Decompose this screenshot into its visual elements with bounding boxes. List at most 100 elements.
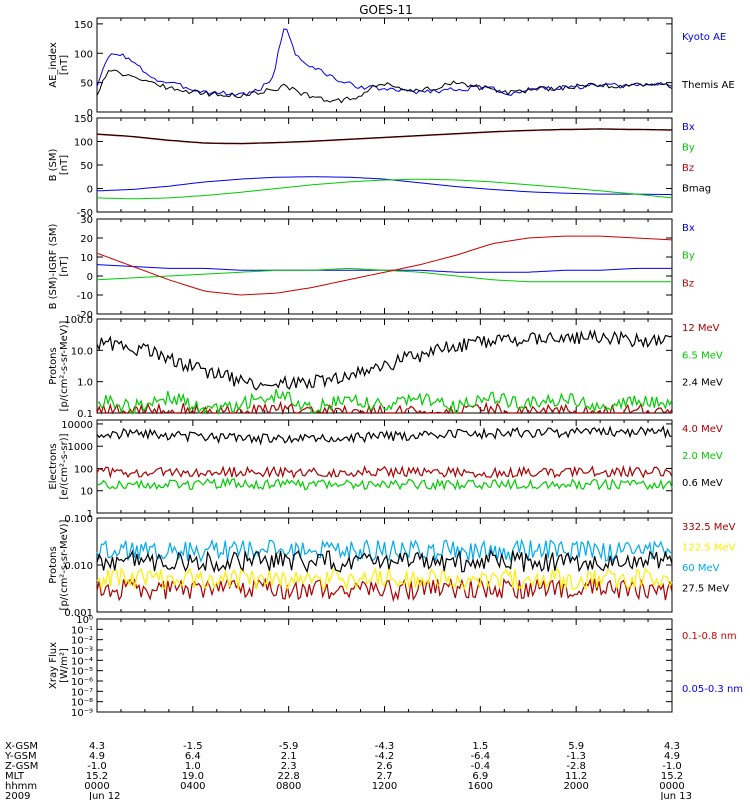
y-axis-label: [e/(cm²-s-sr)]: [59, 433, 70, 499]
series-line-bmag: [96, 128, 673, 144]
y-tick-label: 0.1: [77, 409, 93, 420]
x-axis-value: -4.3: [375, 741, 395, 752]
x-axis-value: -5.9: [279, 741, 299, 752]
x-axis-row-label: 2009: [5, 791, 30, 800]
y-axis-label: Xray Flux: [48, 642, 59, 689]
x-axis-row-label: MLT: [5, 771, 25, 782]
y-tick-label: 100: [74, 49, 93, 60]
legend-label: Bx: [682, 223, 695, 234]
x-axis-value: 2.1: [281, 751, 297, 762]
y-tick-label: 0.001: [64, 608, 93, 619]
y-tick-label: 100: [74, 138, 93, 149]
y-axis-label: [W/m²]: [59, 648, 70, 683]
legend-label: By: [682, 143, 695, 154]
legend-label: 4.0 MeV: [682, 424, 723, 435]
y-tick-label: 1000: [68, 442, 93, 453]
y-tick-label: 0: [87, 272, 93, 283]
series-line-2-4-mev: [96, 329, 673, 391]
panel-5: 1 10 100 1000 10000 Electrons [e/(cm²-s-sr)] 4.…: [48, 419, 723, 520]
legend-label: By: [682, 251, 695, 262]
legend-label: 122.5 MeV: [682, 543, 736, 554]
x-axis-value: 0400: [180, 781, 205, 792]
y-tick-label: 10: [80, 253, 93, 264]
x-axis-value: 6.9: [472, 771, 488, 782]
panel-frame: [96, 218, 673, 315]
y-tick-label: 150: [74, 20, 93, 31]
panel-frame: [96, 618, 673, 713]
legend-label: Bz: [682, 278, 694, 289]
legend-label: Themis AE: [681, 80, 735, 91]
x-axis-value: 6.4: [185, 751, 201, 762]
x-axis-value: 4.3: [664, 741, 680, 752]
x-axis-row-label: X-GSM: [5, 741, 38, 752]
y-tick-label: 10: [80, 487, 93, 498]
x-axis-value: Jun 13: [659, 791, 692, 800]
legend-label: Bx: [682, 122, 695, 133]
y-axis-label: [nT]: [59, 256, 70, 276]
chart-title: GOES-11: [359, 3, 413, 17]
y-tick-label: 10⁻²: [71, 636, 93, 647]
y-axis-label: [nT]: [59, 55, 70, 75]
x-axis-value: 2.6: [377, 761, 393, 772]
series-line-2-0-mev: [96, 476, 673, 491]
panel-frame: [96, 17, 673, 113]
series-line-4-0-mev: [96, 464, 673, 479]
y-tick-label: 30: [80, 215, 93, 226]
x-axis-value: 0000: [659, 781, 684, 792]
legend-label: 0.6 MeV: [682, 478, 723, 489]
x-axis-value: -1.0: [662, 761, 682, 772]
y-tick-label: 10⁻⁶: [71, 677, 93, 688]
x-axis-value: Jun 12: [88, 791, 121, 800]
x-axis-value: 0800: [276, 781, 301, 792]
series-line-bx: [96, 176, 673, 196]
legend-label: 2.0 MeV: [682, 451, 723, 462]
legend-label: 0.1-0.8 nm: [682, 631, 737, 642]
x-axis-value: -0.4: [471, 761, 491, 772]
x-axis-value: 0000: [84, 781, 109, 792]
panel-frame: [96, 318, 673, 414]
legend-label: 27.5 MeV: [682, 584, 729, 595]
panel-3: -20 -10 0 10 20 30 B (SM)-IGRF (SM) [nT] Bx By Bz: [48, 215, 695, 321]
x-axis-value: 19.0: [182, 771, 204, 782]
x-axis-value: 4.9: [89, 751, 105, 762]
x-axis-row-label: Z-GSM: [5, 761, 38, 772]
y-tick-label: 10⁻⁹: [71, 708, 93, 719]
y-tick-label: 100.0: [64, 315, 93, 326]
legend-label: Kyoto AE: [682, 32, 726, 43]
series-line-6-5-mev: [96, 389, 673, 416]
y-tick-label: 10⁻¹: [71, 625, 93, 636]
series-line-332-5-mev: [96, 577, 673, 603]
x-axis-value: 5.9: [568, 741, 584, 752]
series-line-by: [96, 268, 672, 283]
y-axis-label: [p/(cm²-s-sr-MeV)]: [59, 320, 70, 411]
legend-label: 0.05-0.3 nm: [682, 684, 743, 695]
panel-frame: [96, 117, 673, 213]
panel-2: -50 0 50 100 150 B (SM) [nT] Bx By Bz Bmag: [48, 114, 711, 219]
y-axis-label: Electrons: [48, 443, 59, 489]
legend-label: Bmag: [682, 184, 711, 195]
y-tick-label: 10⁻⁷: [71, 687, 93, 698]
y-tick-label: 50: [80, 79, 93, 90]
x-axis-row-label: hhmm: [5, 781, 37, 792]
y-axis-label: [nT]: [59, 155, 70, 175]
y-tick-label: 0.010: [64, 561, 93, 572]
series-line-bx: [96, 264, 672, 273]
series-line-27-5-mev: [96, 548, 673, 574]
panel-4: 0.1 1.0 10.0 100.0 Protons [p/(cm²-s-sr-MeV)]…: [48, 315, 723, 420]
y-tick-label: 0.100: [64, 514, 93, 525]
x-axis-value: 2.3: [281, 761, 297, 772]
y-tick-label: -20: [77, 310, 93, 321]
x-axis-value: 1200: [372, 781, 397, 792]
y-tick-label: 0: [87, 185, 93, 196]
y-axis-label: B (SM): [48, 148, 59, 181]
x-axis-value: -4.2: [375, 751, 395, 762]
y-tick-label: 0: [87, 108, 93, 119]
legend-label: 60 MeV: [682, 563, 720, 574]
y-tick-label: 10000: [61, 420, 93, 431]
y-tick-label: 150: [74, 114, 93, 125]
legend-label: 6.5 MeV: [682, 350, 723, 361]
series-line-bz: [96, 235, 673, 296]
y-tick-label: 10⁻⁸: [71, 698, 93, 709]
